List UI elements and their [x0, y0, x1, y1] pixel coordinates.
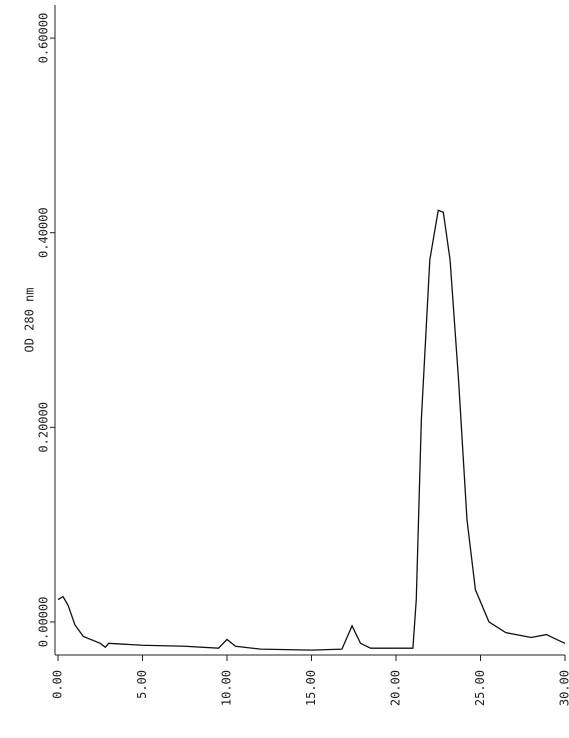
x-tick-label: 10.00 [220, 670, 234, 706]
y-tick-label: 0.00000 [37, 597, 51, 648]
x-tick-label: 20.00 [389, 670, 403, 706]
x-tick-label: 25.00 [473, 670, 487, 706]
x-tick-label: 5.00 [135, 670, 149, 699]
x-tick-label: 30.00 [558, 670, 569, 706]
x-tick-label: 0.00 [51, 670, 65, 699]
line [57, 209, 566, 651]
y-tick-label: 0.40000 [37, 207, 51, 258]
y-axis-label: OD 280 nm [23, 287, 37, 352]
x-tick-label: 15.00 [304, 670, 318, 706]
y-tick-label: 0.20000 [37, 402, 51, 453]
y-tick-label: 0.60000 [37, 13, 51, 64]
